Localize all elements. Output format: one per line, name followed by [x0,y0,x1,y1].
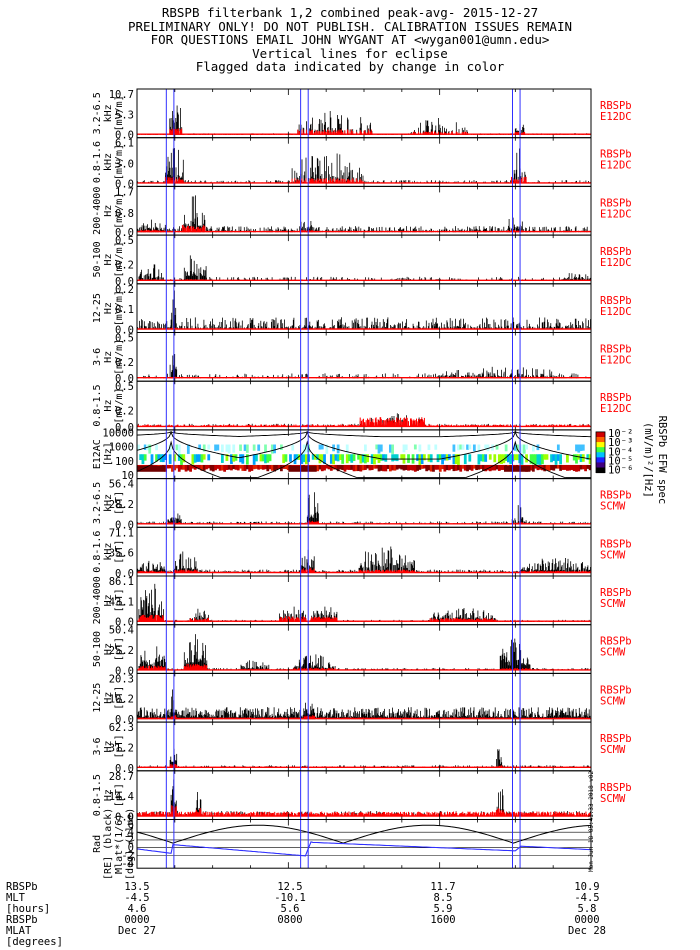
ytick-label: 0.2 [115,284,134,296]
panel-frame [136,283,592,333]
ylabel-line: [mV/m] [114,241,125,277]
panel-tag: E12DC [600,257,632,269]
panel-frame [136,137,592,187]
panel-tag: E12DC [600,111,632,123]
ylabel-line: [mV/m] [114,193,125,229]
ylabel-line: [mV/m] [114,144,125,180]
ytick-label: 0.0 [115,325,134,337]
panel-tag: RBSPb [600,246,632,258]
panel-tag: RBSPb [600,295,632,307]
peak-series [137,105,591,135]
peak-series [136,354,591,379]
title-line-2: PRELIMINARY ONLY! DO NOT PUBLISH. CALIBR… [127,18,572,34]
panel-tag: RBSPb [600,197,632,209]
ylabel-line: Hz [103,205,114,217]
ytick-label: 0.0 [115,178,134,190]
ytick-label: 0.0 [115,227,134,239]
ylabel-line: 0.8-1.6 [92,141,103,183]
peak-series [137,195,590,233]
ylabel-line: 12-25 [92,293,103,323]
ylabel-line: 50-100 [92,241,103,277]
title-line-4: Vertical lines for eclipse [252,45,448,61]
ylabel-line: [mV/m] [114,95,125,131]
ytick-label: 1.7 [115,186,134,198]
panel-tag: E12DC [600,160,632,172]
ytick-label: 5.3 [115,110,134,122]
panel-tag: RBSPb [600,100,632,112]
ytick-label: 0.2 [115,260,134,272]
ylabel-line: kHz [103,153,114,171]
peak-series [136,255,591,281]
plot-titles: RBSPB filterbank 1,2 combined peak-avg- … [0,6,700,74]
ytick-label: 0.8 [115,208,134,220]
title-line-3: FOR QUESTIONS EMAIL JOHN WYGANT AT <wyga… [150,32,550,47]
ylabel-line: Hz [103,302,114,314]
ylabel-line: 3.2-6.5 [92,92,103,134]
panel-tag: E12DC [600,306,632,318]
ytick-label: 3.0 [115,158,134,170]
ylabel-line: Hz [103,253,114,265]
ytick-label: 0.0 [115,130,134,142]
ytick-label: 0.1 [115,304,134,316]
ytick-label: 6.1 [115,138,134,150]
ylabel-line: [mV/m] [114,290,125,326]
title-line-5: Flagged data indicated by change in colo… [195,59,505,74]
panel-tag: RBSPb [600,149,632,161]
ylabel-line: kHz [103,104,114,122]
peak-series [137,290,591,330]
panel-tag: E12DC [600,208,632,220]
ytick-label: 10.7 [109,89,134,101]
ylabel-line: 200-4000 [92,187,103,235]
ytick-label: 0.5 [115,235,134,247]
title-line-1: RBSPB filterbank 1,2 combined peak-avg- … [161,5,539,20]
ytick-label: 0.0 [115,276,134,288]
